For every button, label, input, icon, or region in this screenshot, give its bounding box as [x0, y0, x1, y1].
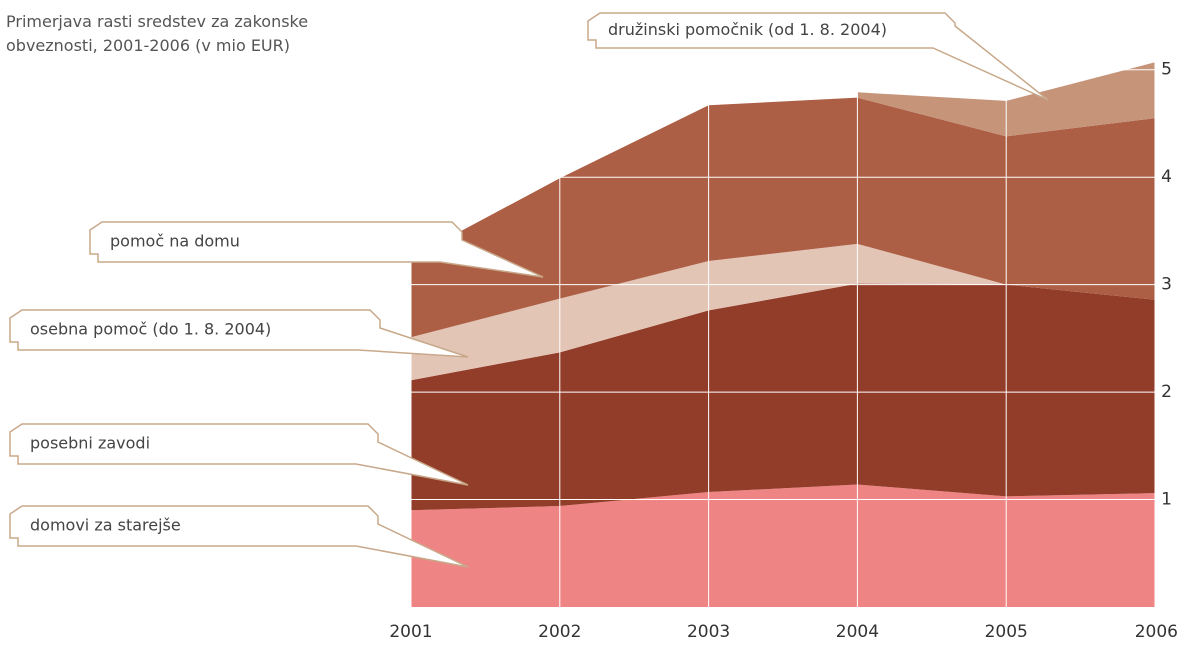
y-tick-label: 5	[1161, 60, 1172, 80]
callout-box	[9, 423, 469, 486]
legend-label: pomoč na domu	[110, 232, 240, 251]
callout-box	[587, 12, 1049, 101]
y-tick-label: 1	[1161, 490, 1172, 510]
x-tick-label: 2006	[1135, 622, 1178, 642]
callout-box	[89, 221, 544, 278]
legend-label: posebni zavodi	[30, 434, 150, 453]
y-tick-label: 2	[1161, 382, 1172, 402]
area	[411, 97, 1155, 338]
x-tick-label: 2004	[836, 622, 879, 642]
x-tick-label: 2002	[538, 622, 581, 642]
x-tick-label: 2003	[687, 622, 730, 642]
callout-box	[9, 505, 469, 568]
area	[411, 283, 1155, 511]
legend-label: domovi za starejše	[30, 516, 181, 535]
y-tick-label: 3	[1161, 275, 1172, 295]
legend-label: družinski pomočnik (od 1. 8. 2004)	[608, 20, 887, 39]
x-tick-label: 2005	[985, 622, 1028, 642]
callout-box	[9, 309, 469, 358]
legend-label: osebna pomoč (do 1. 8. 2004)	[30, 320, 271, 339]
x-tick-label: 2001	[389, 622, 432, 642]
area	[411, 484, 1155, 607]
chart-title: Primerjava rasti sredstev za zakonske ob…	[6, 12, 309, 55]
area	[857, 62, 1155, 137]
y-tick-label: 4	[1161, 167, 1172, 187]
